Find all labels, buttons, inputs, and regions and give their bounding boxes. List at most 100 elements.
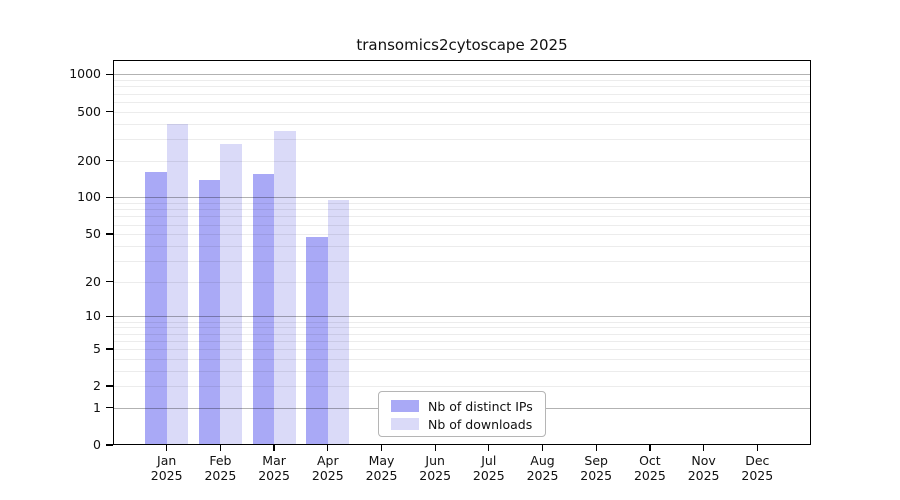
y-tick-mark-0 bbox=[106, 444, 113, 446]
y-tick-label-2: 2 bbox=[93, 378, 101, 394]
gridline-4 bbox=[113, 358, 811, 360]
gridline-70 bbox=[113, 216, 811, 218]
x-tick-year: 2025 bbox=[311, 468, 344, 483]
gridline-600 bbox=[113, 101, 811, 103]
gridline-3 bbox=[113, 370, 811, 372]
x-tick-label-jul: Jul 2025 bbox=[459, 453, 519, 483]
legend-swatch bbox=[391, 418, 419, 430]
bar-distinct-ips-mar bbox=[252, 174, 275, 445]
x-tick-year: 2025 bbox=[419, 468, 452, 483]
y-tick-label-100: 100 bbox=[77, 189, 101, 205]
bar-downloads-apr bbox=[327, 199, 350, 445]
gridline-900 bbox=[113, 80, 811, 81]
x-tick-month: Oct bbox=[639, 453, 661, 468]
gridline-800 bbox=[113, 86, 811, 88]
y-tick-label-0: 0 bbox=[93, 437, 101, 452]
y-tick-mark-100 bbox=[106, 196, 113, 199]
x-tick-month: Dec bbox=[745, 453, 770, 468]
x-tick-label-mar: Mar 2025 bbox=[244, 453, 304, 483]
gridline-9 bbox=[113, 321, 811, 323]
x-tick-mark-apr bbox=[327, 445, 329, 451]
legend-item-downloads: Nb of downloads bbox=[391, 415, 537, 433]
x-tick-label-dec: Dec 2025 bbox=[727, 453, 787, 483]
x-tick-year: 2025 bbox=[687, 468, 720, 483]
x-tick-label-apr: Apr 2025 bbox=[298, 453, 358, 483]
y-tick-label-50: 50 bbox=[85, 226, 101, 242]
chart-title: transomics2cytoscape 2025 bbox=[356, 36, 568, 54]
x-tick-label-may: May 2025 bbox=[352, 453, 412, 483]
gridline-700 bbox=[113, 93, 811, 95]
gridline-40 bbox=[113, 245, 811, 247]
x-tick-month: Mar bbox=[262, 453, 286, 468]
x-tick-mark-jul bbox=[488, 445, 490, 451]
y-tick-label-1000: 1000 bbox=[69, 66, 101, 82]
y-tick-mark-2 bbox=[106, 385, 113, 387]
x-tick-year: 2025 bbox=[741, 468, 774, 483]
gridline-10 bbox=[113, 316, 811, 318]
x-tick-month: Jan bbox=[157, 453, 177, 468]
x-tick-month: Sep bbox=[584, 453, 608, 468]
x-tick-label-feb: Feb 2025 bbox=[190, 453, 250, 483]
y-tick-mark-500 bbox=[106, 110, 113, 113]
x-tick-mark-dec bbox=[756, 445, 758, 451]
x-tick-mark-may bbox=[380, 445, 383, 451]
x-tick-label-aug: Aug 2025 bbox=[513, 453, 573, 483]
gridline-100 bbox=[113, 197, 811, 199]
gridline-5 bbox=[113, 348, 811, 350]
gridline-400 bbox=[113, 123, 811, 125]
bar-distinct-ips-jan bbox=[145, 171, 167, 445]
x-tick-mark-jan bbox=[166, 445, 168, 451]
x-tick-month: Jul bbox=[481, 453, 497, 468]
x-tick-mark-jun bbox=[434, 445, 436, 451]
x-tick-mark-aug bbox=[541, 445, 544, 451]
x-tick-month: Nov bbox=[691, 453, 716, 468]
y-tick-label-500: 500 bbox=[77, 103, 101, 119]
bar-downloads-jan bbox=[166, 124, 189, 445]
x-tick-year: 2025 bbox=[633, 468, 666, 483]
gridline-20 bbox=[113, 281, 811, 283]
y-tick-mark-1000 bbox=[106, 73, 113, 76]
gridline-30 bbox=[113, 260, 811, 262]
bar-distinct-ips-feb bbox=[198, 180, 221, 445]
x-tick-label-jan: Jan 2025 bbox=[137, 453, 197, 483]
y-tick-mark-1 bbox=[106, 407, 113, 409]
y-tick-mark-200 bbox=[106, 159, 113, 162]
x-tick-mark-oct bbox=[649, 445, 651, 451]
plot-area bbox=[113, 60, 811, 445]
x-tick-month: Jun bbox=[425, 453, 445, 468]
bar-distinct-ips-apr bbox=[306, 237, 328, 445]
x-tick-month: Apr bbox=[316, 453, 339, 468]
y-tick-label-5: 5 bbox=[93, 340, 101, 356]
x-tick-label-nov: Nov 2025 bbox=[674, 453, 734, 483]
x-tick-year: 2025 bbox=[258, 468, 290, 483]
gridline-8 bbox=[113, 327, 811, 329]
y-tick-label-10: 10 bbox=[85, 308, 101, 324]
x-tick-year: 2025 bbox=[150, 468, 183, 483]
gridline-7 bbox=[113, 333, 811, 335]
legend-label: Nb of downloads bbox=[428, 416, 533, 432]
x-tick-label-jun: Jun 2025 bbox=[405, 453, 465, 483]
x-tick-year: 2025 bbox=[526, 468, 559, 483]
x-tick-month: May bbox=[368, 453, 395, 468]
gridline-1000 bbox=[113, 74, 811, 76]
gridline-500 bbox=[113, 111, 811, 113]
gridline-300 bbox=[113, 138, 811, 140]
x-tick-mark-mar bbox=[273, 445, 275, 451]
legend-item-distinct-ips: Nb of distinct IPs bbox=[391, 397, 537, 415]
y-tick-mark-50 bbox=[106, 233, 113, 235]
x-tick-label-sep: Sep 2025 bbox=[566, 453, 626, 483]
x-tick-year: 2025 bbox=[472, 468, 505, 483]
x-tick-mark-nov bbox=[702, 445, 705, 451]
y-tick-mark-20 bbox=[106, 281, 113, 283]
gridline-90 bbox=[113, 203, 811, 204]
y-tick-mark-10 bbox=[106, 315, 113, 318]
gridline-200 bbox=[113, 160, 811, 162]
x-tick-mark-sep bbox=[595, 445, 597, 451]
y-tick-label-20: 20 bbox=[85, 273, 101, 289]
gridline-60 bbox=[113, 224, 811, 226]
bar-downloads-mar bbox=[274, 130, 296, 445]
gridline-2 bbox=[113, 386, 811, 388]
x-tick-month: Aug bbox=[530, 453, 555, 468]
x-tick-month: Feb bbox=[209, 453, 232, 468]
